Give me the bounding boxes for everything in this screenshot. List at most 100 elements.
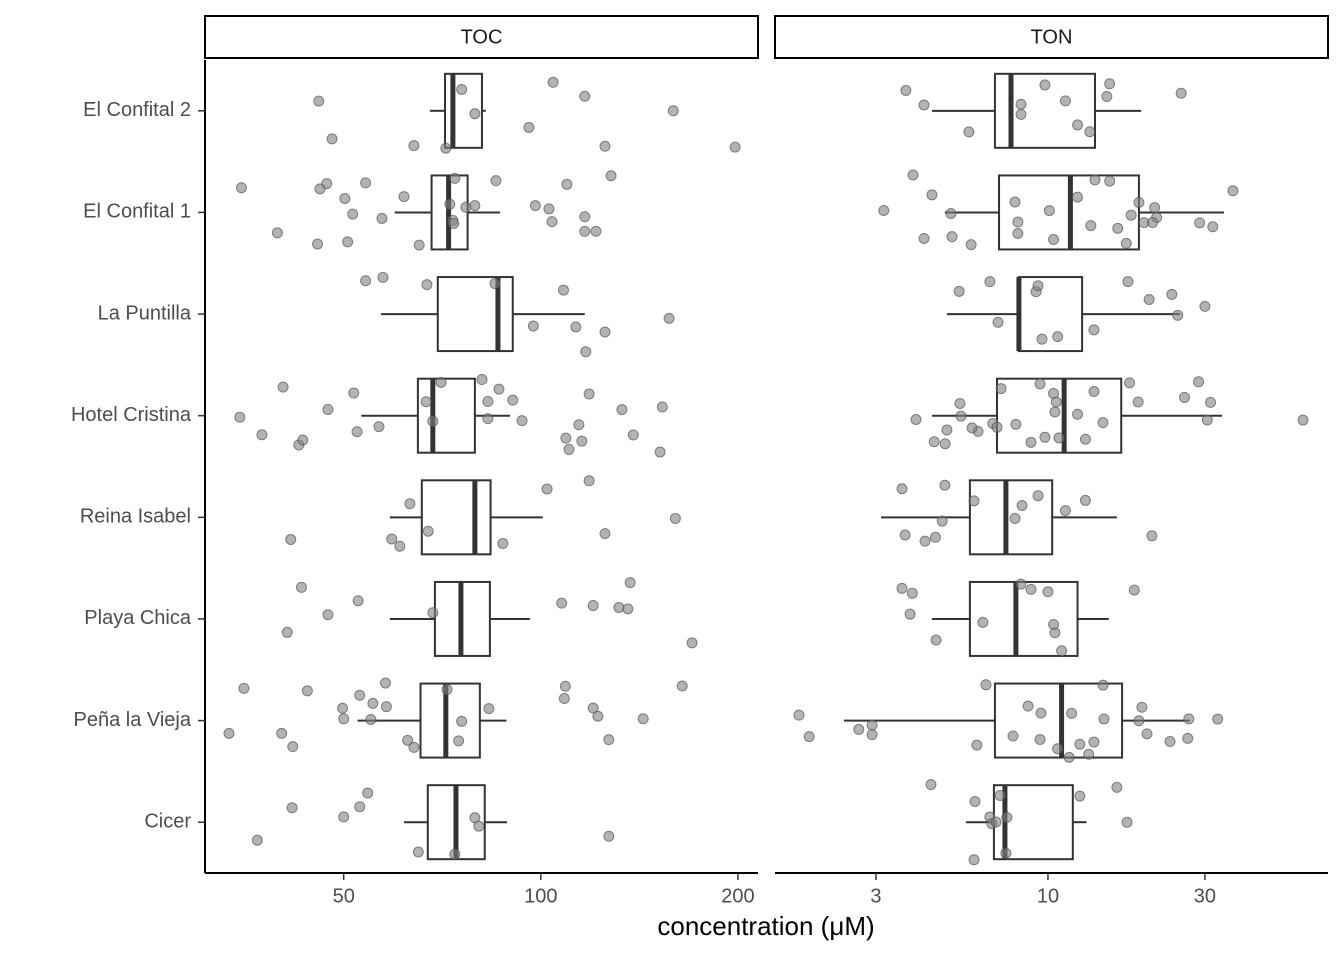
point xyxy=(946,231,958,243)
point xyxy=(456,83,468,95)
point xyxy=(977,616,989,628)
point xyxy=(1025,583,1037,595)
point xyxy=(583,475,595,487)
point xyxy=(348,387,360,399)
point xyxy=(1122,276,1134,288)
point xyxy=(287,741,299,753)
y-tick-label: El Confital 2 xyxy=(83,99,191,121)
point xyxy=(1212,713,1224,725)
box xyxy=(996,377,1123,454)
point xyxy=(613,601,625,613)
point xyxy=(1164,736,1176,748)
point xyxy=(576,435,588,447)
point xyxy=(337,702,349,714)
point xyxy=(729,141,741,153)
panel-title: TON xyxy=(1031,26,1073,48)
x-tick-label: 3 xyxy=(870,885,881,907)
point xyxy=(936,515,948,527)
point xyxy=(1043,205,1055,217)
point xyxy=(1141,728,1153,740)
point xyxy=(546,216,558,228)
point xyxy=(1128,584,1140,596)
point xyxy=(482,413,494,425)
point xyxy=(1036,333,1048,345)
point xyxy=(866,729,878,741)
point xyxy=(1098,713,1110,725)
point xyxy=(968,854,980,866)
point xyxy=(352,595,364,607)
point xyxy=(271,227,283,239)
point xyxy=(1205,396,1217,408)
point xyxy=(469,200,481,212)
y-tick-label: Playa Chica xyxy=(84,607,192,629)
point xyxy=(444,198,456,210)
y-tick-label: Reina Isabel xyxy=(80,506,191,528)
point xyxy=(1035,707,1047,719)
point xyxy=(1066,707,1078,719)
point xyxy=(251,834,263,846)
y-tick-label: La Puntilla xyxy=(98,302,192,324)
point xyxy=(966,422,978,434)
point xyxy=(1074,738,1086,750)
point xyxy=(963,126,975,138)
point xyxy=(928,436,940,448)
point xyxy=(413,239,425,251)
x-tick-label: 200 xyxy=(721,885,754,907)
point xyxy=(587,600,599,612)
point xyxy=(422,525,434,537)
point xyxy=(285,533,297,545)
point xyxy=(1079,433,1091,445)
point xyxy=(1010,418,1022,430)
point xyxy=(235,182,247,194)
point xyxy=(1133,197,1145,209)
point xyxy=(376,212,388,224)
point xyxy=(939,438,951,450)
point xyxy=(326,133,338,145)
point xyxy=(907,169,919,181)
point xyxy=(803,731,815,743)
point xyxy=(286,802,298,814)
point xyxy=(256,429,268,441)
y-tick-label: Peña la Vieja xyxy=(74,709,192,731)
point xyxy=(365,713,377,725)
point xyxy=(587,702,599,714)
point xyxy=(1012,227,1024,239)
point xyxy=(482,396,494,408)
point xyxy=(984,276,996,288)
point xyxy=(667,105,679,117)
point xyxy=(994,789,1006,801)
point xyxy=(1133,715,1145,727)
point xyxy=(558,693,570,705)
point xyxy=(1097,417,1109,429)
strip xyxy=(204,15,759,59)
point xyxy=(427,415,439,427)
point xyxy=(1015,98,1027,110)
point xyxy=(1022,700,1034,712)
point xyxy=(322,403,334,415)
point xyxy=(1052,331,1064,343)
point xyxy=(1136,701,1148,713)
point xyxy=(1112,222,1124,234)
point xyxy=(904,608,916,620)
point xyxy=(990,816,1002,828)
point xyxy=(560,432,572,444)
point xyxy=(490,175,502,187)
point xyxy=(408,140,420,152)
point xyxy=(603,734,615,746)
point xyxy=(312,238,324,250)
point xyxy=(427,607,439,619)
point xyxy=(543,203,555,215)
point xyxy=(456,715,468,727)
point xyxy=(1072,191,1084,203)
point xyxy=(918,233,930,245)
point xyxy=(896,483,908,495)
point xyxy=(1079,494,1091,506)
point xyxy=(541,483,553,495)
point xyxy=(297,434,309,446)
point xyxy=(955,410,967,422)
point xyxy=(362,787,374,799)
point xyxy=(453,735,465,747)
point xyxy=(1146,530,1158,542)
point xyxy=(516,415,528,427)
point xyxy=(1194,217,1206,229)
